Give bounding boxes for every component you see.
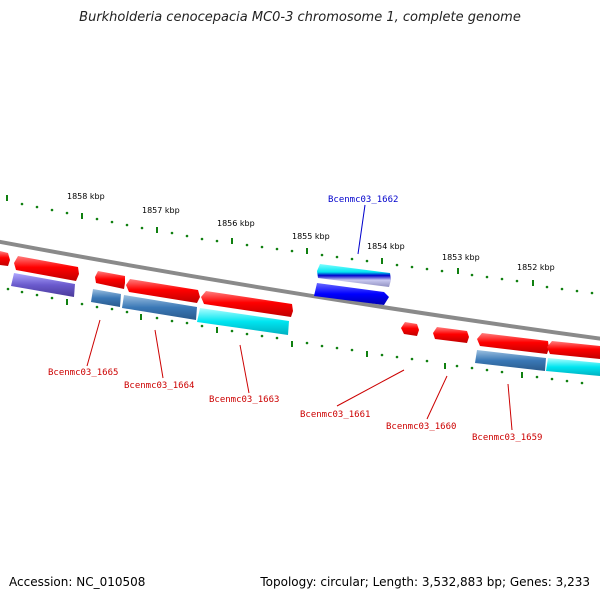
scale-tick	[291, 341, 293, 347]
scale-tick	[444, 363, 446, 369]
gene-label[interactable]: Bcenmc03_1664	[124, 381, 194, 391]
gene-arrow-highlighted-inner[interactable]	[314, 283, 389, 305]
scale-label: 1852 kbp	[517, 263, 555, 272]
gene-arrow[interactable]	[433, 327, 469, 343]
highlighted-gene	[314, 264, 391, 305]
scale-tick	[532, 280, 534, 286]
scale-label: 1858 kbp	[67, 192, 105, 201]
scale-label: 1857 kbp	[142, 206, 180, 215]
scale-label: 1856 kbp	[217, 219, 255, 228]
label-leaders	[86, 204, 513, 431]
scale-tick	[81, 213, 83, 219]
scale-tick	[366, 351, 368, 357]
reverse-genes	[11, 273, 600, 376]
inner-scale	[6, 287, 584, 385]
gene-arrow[interactable]	[477, 333, 549, 354]
gene-arrow[interactable]	[546, 358, 600, 376]
scale-tick	[381, 258, 383, 264]
outer-scale	[6, 195, 594, 295]
accession-label: Accession: NC_010508	[9, 575, 146, 589]
gene-label[interactable]: Bcenmc03_1662	[328, 195, 398, 205]
scale-tick	[6, 195, 8, 201]
gene-arrow-highlighted[interactable]	[317, 264, 391, 287]
gene-label[interactable]: Bcenmc03_1659	[472, 433, 542, 443]
scale-label: 1853 kbp	[442, 253, 480, 262]
gene-label[interactable]: Bcenmc03_1665	[48, 368, 118, 378]
scale-tick	[66, 299, 68, 305]
gene-arrow[interactable]	[11, 273, 75, 297]
scale-tick	[156, 227, 158, 233]
gene-label[interactable]: Bcenmc03_1660	[386, 422, 456, 432]
gene-label[interactable]: Bcenmc03_1661	[300, 410, 370, 420]
gene-arrow[interactable]	[401, 322, 419, 336]
gene-label[interactable]: Bcenmc03_1663	[209, 395, 279, 405]
scale-tick	[140, 314, 142, 320]
gene-arrow[interactable]	[14, 256, 79, 281]
gene-arrow[interactable]	[122, 295, 197, 320]
gene-arrow[interactable]	[475, 350, 546, 371]
topology-label: Topology: circular; Length: 3,532,883 bp…	[260, 575, 590, 589]
gene-arrow[interactable]	[197, 308, 289, 335]
gene-arrow[interactable]	[201, 291, 293, 317]
gene-arrow[interactable]	[0, 251, 10, 266]
scale-tick	[457, 268, 459, 274]
forward-genes	[0, 251, 600, 359]
scale-label: 1855 kbp	[292, 232, 330, 241]
gene-arrow[interactable]	[547, 341, 600, 359]
page-title: Burkholderia cenocepacia MC0-3 chromosom…	[79, 10, 521, 25]
scale-tick	[306, 248, 308, 254]
scale-tick	[216, 327, 218, 333]
scale-tick	[231, 238, 233, 244]
genome-backbone	[0, 239, 600, 341]
gene-arrow[interactable]	[126, 279, 200, 303]
scale-tick	[521, 372, 523, 378]
gene-arrow[interactable]	[91, 289, 121, 307]
scale-label: 1854 kbp	[367, 242, 405, 251]
gene-arrow[interactable]	[95, 271, 125, 289]
